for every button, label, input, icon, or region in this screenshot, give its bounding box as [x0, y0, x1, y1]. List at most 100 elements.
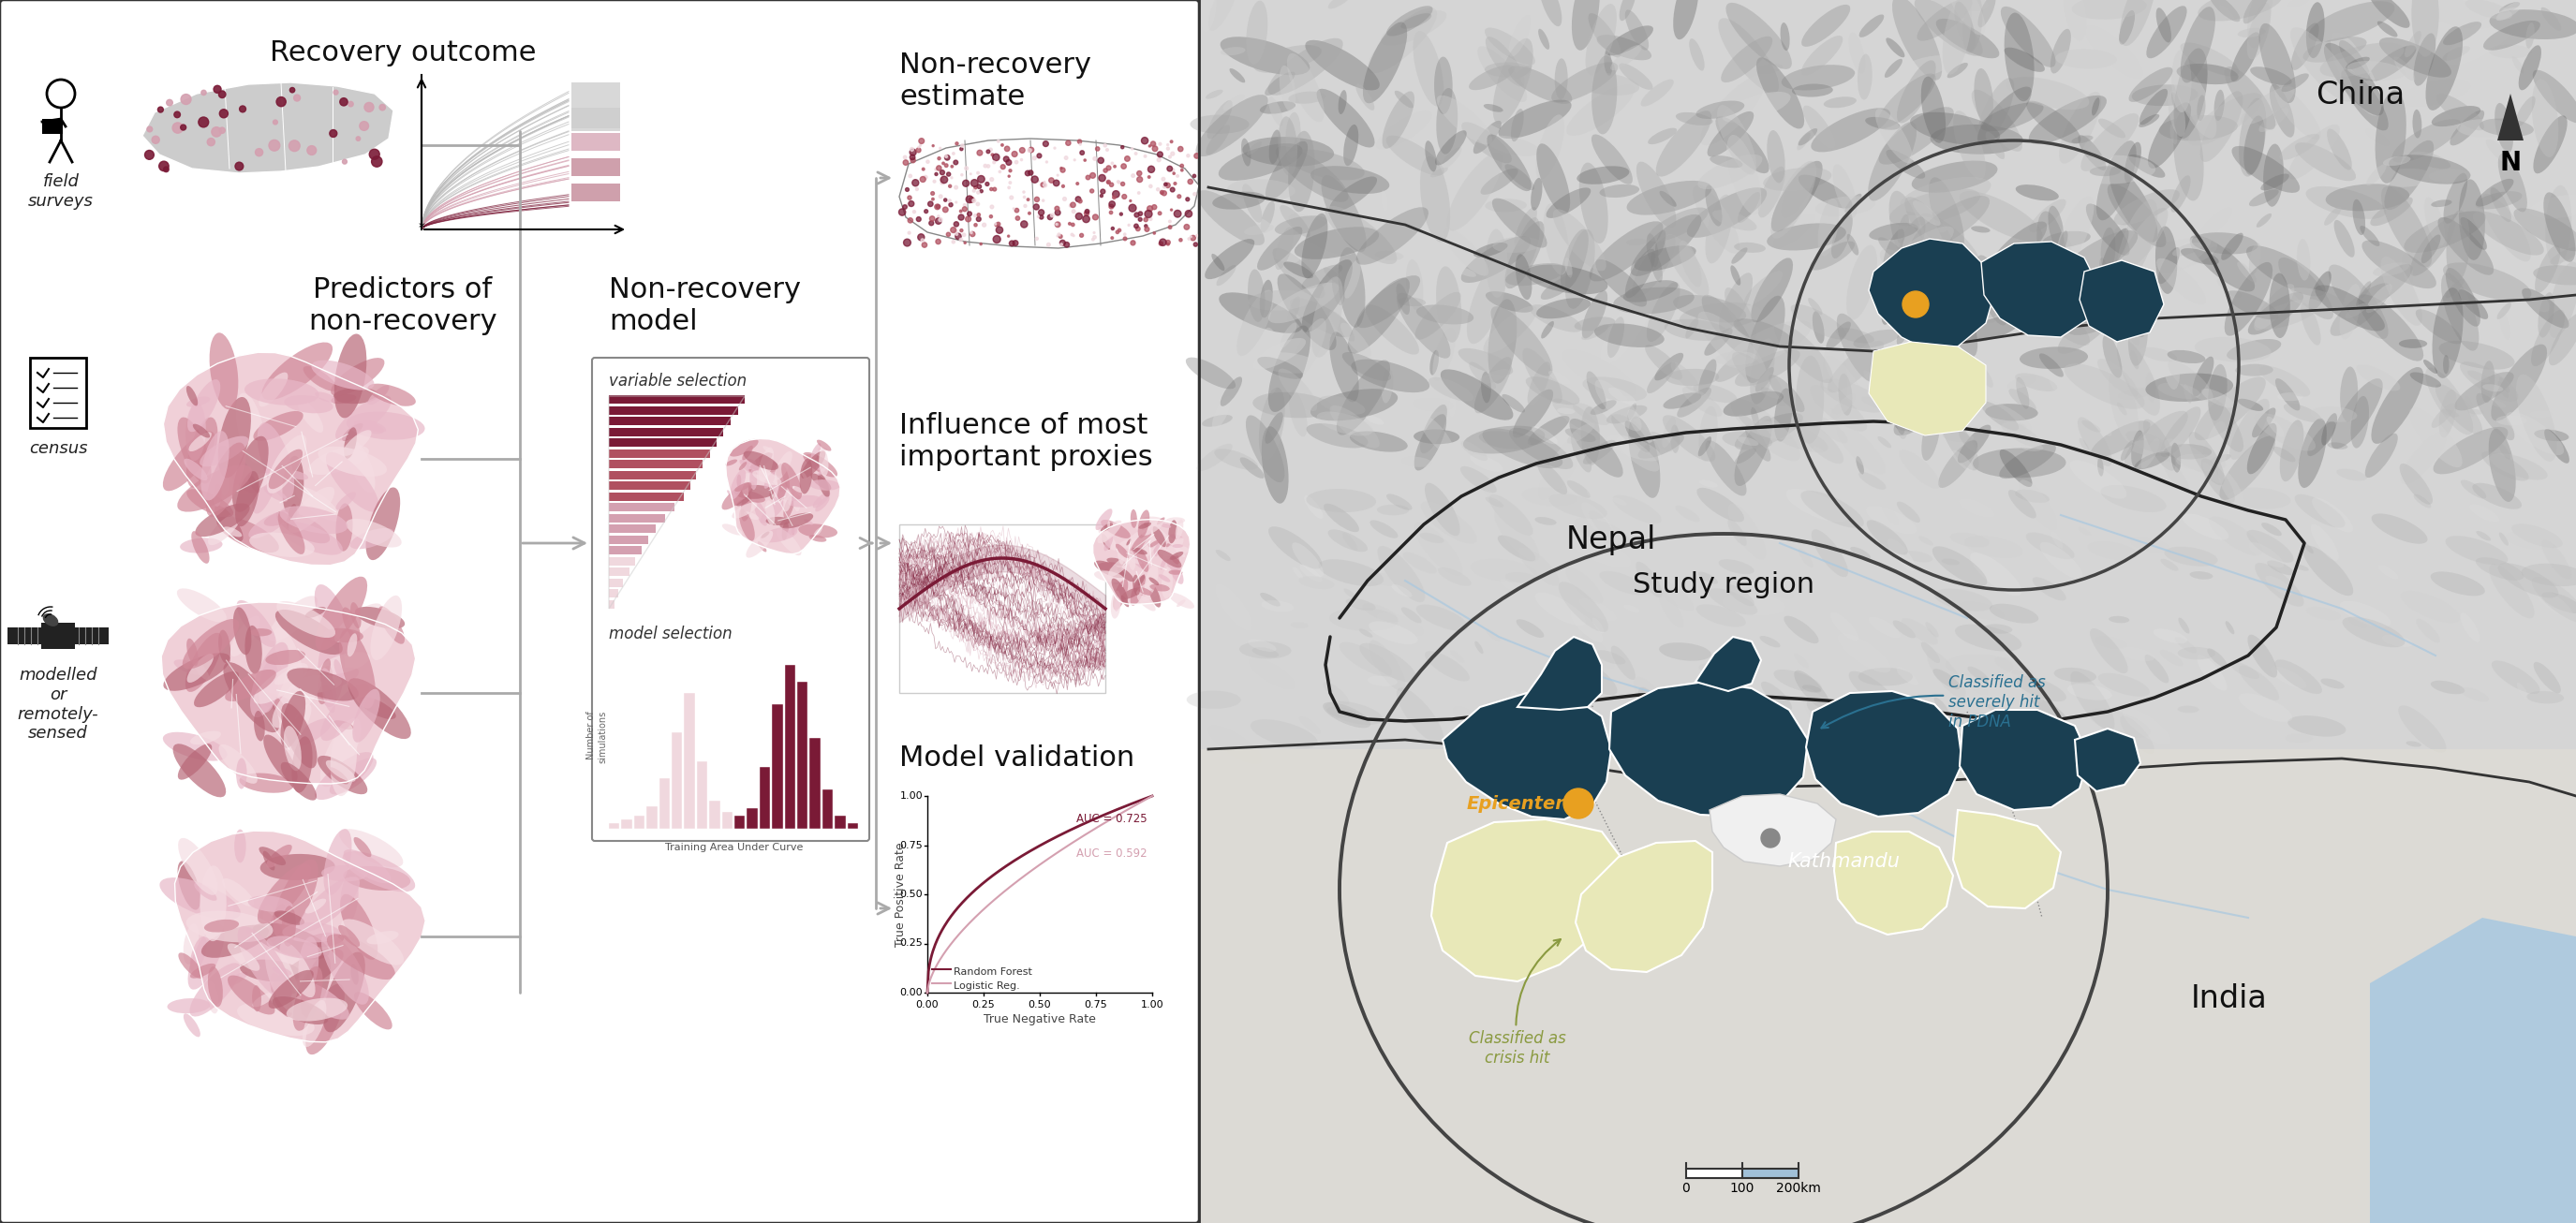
Ellipse shape [1803, 685, 1821, 692]
Circle shape [958, 238, 963, 241]
Circle shape [999, 165, 1005, 169]
Ellipse shape [312, 361, 374, 390]
Ellipse shape [2254, 284, 2295, 330]
Ellipse shape [2267, 417, 2285, 437]
Circle shape [1059, 235, 1061, 238]
Ellipse shape [747, 531, 773, 558]
Ellipse shape [2269, 84, 2295, 137]
Ellipse shape [1878, 73, 1937, 128]
Circle shape [289, 88, 294, 93]
Ellipse shape [1963, 0, 1984, 53]
Ellipse shape [314, 391, 337, 402]
Ellipse shape [1170, 593, 1195, 609]
Ellipse shape [227, 972, 247, 986]
Ellipse shape [739, 509, 755, 541]
Circle shape [240, 106, 245, 113]
Ellipse shape [1105, 536, 1113, 552]
Circle shape [1167, 240, 1170, 245]
Ellipse shape [1909, 372, 1924, 413]
Ellipse shape [1682, 426, 1698, 432]
Ellipse shape [2311, 523, 2339, 561]
Ellipse shape [2331, 378, 2383, 449]
Circle shape [340, 98, 348, 105]
Ellipse shape [2488, 10, 2576, 39]
Ellipse shape [1942, 0, 1986, 35]
Ellipse shape [1868, 520, 1909, 555]
Ellipse shape [2107, 183, 2166, 247]
Ellipse shape [1582, 503, 1615, 541]
Ellipse shape [2038, 212, 2069, 300]
Ellipse shape [2210, 0, 2241, 22]
Ellipse shape [2342, 616, 2406, 647]
Ellipse shape [1118, 538, 1146, 549]
Ellipse shape [2537, 292, 2555, 338]
Ellipse shape [263, 904, 273, 936]
Ellipse shape [1321, 175, 1365, 252]
Ellipse shape [1886, 38, 1904, 57]
Ellipse shape [1425, 651, 1471, 681]
Ellipse shape [1878, 237, 1906, 262]
Ellipse shape [2249, 292, 2303, 335]
Ellipse shape [1695, 604, 1747, 627]
Ellipse shape [2264, 144, 2282, 207]
Ellipse shape [216, 516, 278, 553]
Ellipse shape [2102, 274, 2133, 300]
Ellipse shape [1935, 588, 1991, 612]
Circle shape [971, 199, 976, 203]
Ellipse shape [2069, 460, 2128, 499]
Ellipse shape [2102, 335, 2123, 378]
Ellipse shape [1749, 339, 1775, 405]
Ellipse shape [1257, 328, 1280, 395]
Ellipse shape [1401, 456, 1432, 467]
Ellipse shape [1267, 97, 1283, 126]
Ellipse shape [1113, 580, 1123, 585]
Ellipse shape [361, 690, 389, 714]
Ellipse shape [2156, 226, 2177, 294]
Ellipse shape [1347, 278, 1409, 353]
Ellipse shape [1115, 544, 1128, 558]
Circle shape [1015, 208, 1020, 213]
Bar [41, 623, 75, 649]
Ellipse shape [304, 933, 345, 947]
Ellipse shape [2014, 185, 2058, 201]
Ellipse shape [750, 468, 757, 490]
Ellipse shape [2522, 289, 2568, 328]
Ellipse shape [2372, 367, 2424, 444]
Ellipse shape [247, 895, 294, 912]
Ellipse shape [1832, 164, 1857, 218]
Ellipse shape [2166, 350, 2205, 363]
Ellipse shape [1208, 0, 1236, 31]
Ellipse shape [2136, 451, 2169, 470]
Ellipse shape [2125, 430, 2172, 454]
Ellipse shape [317, 665, 332, 704]
Ellipse shape [2177, 64, 2239, 84]
Ellipse shape [1216, 583, 1252, 630]
Ellipse shape [2004, 12, 2035, 102]
Ellipse shape [2324, 43, 2383, 115]
Bar [608, 599, 616, 608]
Ellipse shape [1535, 592, 1587, 626]
Ellipse shape [309, 445, 368, 475]
Circle shape [989, 148, 992, 152]
Ellipse shape [296, 487, 340, 521]
Ellipse shape [2308, 421, 2336, 456]
Text: 1.00: 1.00 [899, 791, 922, 801]
Ellipse shape [1937, 357, 1981, 406]
Ellipse shape [1293, 567, 1303, 578]
Ellipse shape [178, 953, 204, 978]
Ellipse shape [1579, 598, 1618, 621]
Ellipse shape [765, 500, 775, 525]
Ellipse shape [1636, 561, 1662, 598]
Ellipse shape [1159, 559, 1167, 570]
Ellipse shape [2262, 522, 2282, 536]
Circle shape [1103, 169, 1108, 172]
Circle shape [914, 188, 920, 191]
Ellipse shape [1499, 100, 1571, 138]
Ellipse shape [2326, 128, 2352, 170]
Ellipse shape [1247, 640, 1278, 652]
Ellipse shape [1595, 651, 1625, 664]
Ellipse shape [1213, 192, 1265, 209]
Ellipse shape [1558, 654, 1600, 671]
Ellipse shape [2056, 196, 2094, 268]
Ellipse shape [1757, 57, 1803, 128]
